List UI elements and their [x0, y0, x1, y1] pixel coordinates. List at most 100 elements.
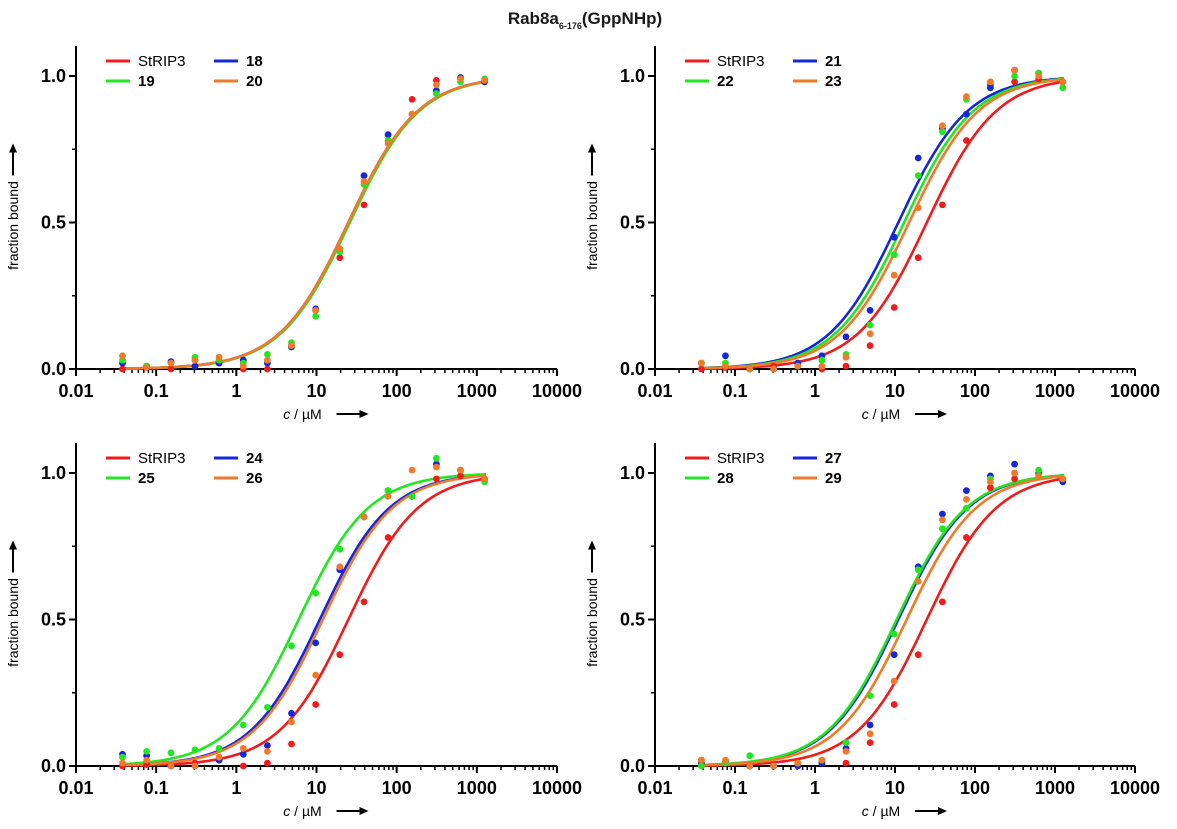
data-point-28 — [842, 739, 850, 746]
y-axis-arrow-head — [9, 143, 17, 153]
data-point-25 — [167, 749, 175, 757]
x-tick-label: 10 — [306, 381, 326, 401]
x-tick-label: 1000 — [1035, 381, 1075, 401]
x-tick-label: 1 — [231, 381, 241, 401]
data-point-StRIP3 — [939, 201, 946, 209]
data-point-StRIP3 — [288, 740, 295, 748]
data-point-20 — [239, 362, 247, 370]
data-point-20 — [408, 110, 416, 118]
data-point-25 — [119, 753, 126, 761]
data-point-20 — [481, 77, 488, 84]
x-tick-label: 100 — [382, 381, 412, 401]
data-point-StRIP3 — [1011, 475, 1018, 483]
data-point-21 — [866, 307, 874, 314]
data-point-26 — [433, 463, 440, 471]
data-point-26 — [481, 475, 488, 483]
data-point-23 — [987, 78, 994, 86]
data-point-23 — [963, 93, 970, 100]
data-point-StRIP3 — [866, 342, 874, 349]
data-point-28 — [890, 630, 898, 638]
data-point-22 — [939, 128, 946, 136]
y-tick-label: 0.0 — [41, 756, 66, 776]
data-point-28 — [939, 525, 946, 533]
fit-curve-19 — [119, 80, 487, 370]
figure-title-subscript: 6-176 — [559, 21, 582, 31]
data-point-19 — [312, 312, 320, 320]
data-point-22 — [818, 356, 826, 364]
legend: StRIP3 27 28 29 — [685, 450, 842, 487]
data-point-24 — [288, 709, 295, 717]
data-point-21 — [722, 352, 729, 360]
data-point-StRIP3 — [239, 762, 247, 770]
data-point-StRIP3 — [963, 534, 970, 541]
data-point-23 — [794, 362, 802, 370]
x-axis-label: c / µM — [862, 406, 900, 422]
x-axis-label: c / µM — [283, 406, 321, 422]
data-point-StRIP3 — [987, 484, 994, 492]
data-point-28 — [914, 566, 922, 574]
data-point-26 — [288, 718, 295, 726]
legend-label-24: 24 — [246, 450, 263, 467]
x-tick-label: 1000 — [1035, 778, 1075, 798]
x-tick-label: 100 — [960, 778, 990, 798]
data-point-22 — [890, 251, 898, 259]
data-point-21 — [890, 233, 898, 241]
data-point-19 — [433, 90, 440, 97]
data-point-29 — [818, 756, 826, 764]
fit-curve-25 — [119, 473, 487, 766]
x-tick-label: 1000 — [457, 778, 497, 798]
data-point-26 — [457, 466, 464, 474]
data-point-27 — [890, 651, 898, 659]
fit-curve-26 — [119, 474, 487, 767]
x-axis-label-variable: c — [283, 406, 290, 422]
data-point-25 — [264, 704, 271, 711]
legend-label-StRIP3: StRIP3 — [717, 53, 765, 70]
fit-curve-StRIP3 — [119, 477, 487, 767]
x-axis-arrow-head — [359, 410, 369, 418]
fit-curve-20 — [119, 80, 487, 370]
data-point-StRIP3 — [312, 701, 320, 708]
data-point-StRIP3 — [866, 739, 874, 746]
data-point-28 — [698, 762, 705, 770]
y-tick-label: 1.0 — [620, 66, 645, 86]
x-axis-arrow-head — [938, 410, 947, 418]
y-tick-label: 0.5 — [41, 213, 66, 233]
x-axis-label-unit: / µM — [869, 803, 900, 819]
panel-1: 0.01 0.1 1 10 100 1000 10000 0.0 0.5 1.0 c / µM fra… — [5, 46, 582, 422]
x-tick-label: 0.1 — [144, 778, 169, 798]
data-point-25 — [433, 454, 440, 462]
data-point-25 — [288, 642, 295, 650]
data-point-27 — [866, 721, 874, 729]
x-tick-label: 1000 — [457, 381, 497, 401]
x-tick-label: 0.1 — [144, 381, 169, 401]
y-axis-arrow-head — [588, 540, 596, 550]
data-point-23 — [866, 330, 874, 338]
data-point-23 — [939, 122, 946, 130]
y-axis-label: fraction bound — [5, 181, 21, 270]
data-point-25 — [239, 721, 247, 729]
fit-curve-StRIP3 — [119, 80, 487, 370]
data-point-29 — [914, 578, 922, 585]
y-axis-label: fraction bound — [5, 578, 21, 667]
data-point-23 — [890, 271, 898, 279]
data-point-26 — [191, 762, 199, 770]
y-tick-label: 1.0 — [41, 66, 66, 86]
data-point-StRIP3 — [336, 651, 344, 659]
x-tick-label: 0.1 — [722, 778, 747, 798]
data-point-29 — [794, 759, 802, 767]
data-point-28 — [866, 692, 874, 700]
data-point-21 — [914, 154, 922, 162]
y-axis-arrow-head — [9, 540, 17, 550]
data-point-20 — [143, 364, 151, 371]
y-axis-arrow-head — [588, 143, 596, 153]
x-axis-label: c / µM — [862, 803, 900, 819]
fit-curve-23 — [698, 78, 1065, 370]
y-tick-label: 0.0 — [620, 756, 645, 776]
legend-label-23: 23 — [825, 73, 842, 90]
data-point-25 — [336, 545, 344, 553]
x-tick-label: 0.01 — [637, 778, 672, 798]
y-axis-label: fraction bound — [584, 578, 600, 667]
panel-2: 0.01 0.1 1 10 100 1000 10000 0.0 0.5 1.0 c / µM fra… — [584, 46, 1160, 422]
data-point-18 — [384, 131, 392, 139]
data-point-21 — [987, 84, 994, 92]
